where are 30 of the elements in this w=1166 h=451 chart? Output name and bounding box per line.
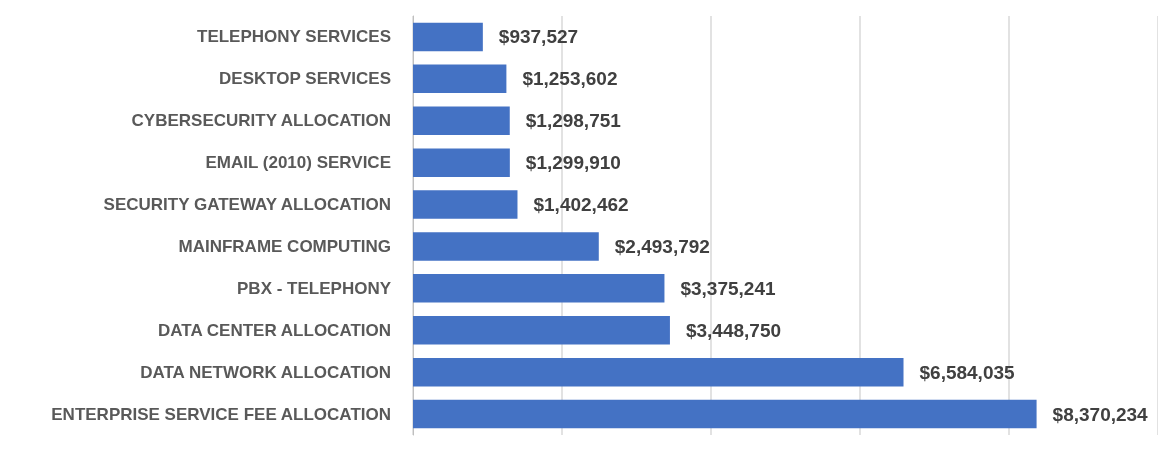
data-label: $1,299,910 bbox=[525, 152, 621, 174]
data-label: $1,253,602 bbox=[522, 68, 618, 90]
y-tick-label: DATA NETWORK ALLOCATION bbox=[140, 362, 391, 382]
data-label: $1,402,462 bbox=[533, 194, 629, 216]
y-tick-label: DATA CENTER ALLOCATION bbox=[158, 320, 391, 340]
data-label: $3,375,241 bbox=[680, 277, 776, 299]
y-tick-label: DESKTOP SERVICES bbox=[219, 69, 391, 89]
bar bbox=[413, 274, 665, 303]
data-label: $2,493,792 bbox=[614, 235, 710, 257]
y-tick-label: SECURITY GATEWAY ALLOCATION bbox=[103, 195, 391, 215]
y-tick-label: CYBERSECURITY ALLOCATION bbox=[131, 111, 391, 131]
bar bbox=[413, 399, 1037, 429]
data-label: $6,584,035 bbox=[919, 361, 1016, 383]
y-tick-label: EMAIL (2010) SERVICE bbox=[205, 153, 391, 173]
y-tick-label: TELEPHONY SERVICES bbox=[197, 27, 391, 47]
bar bbox=[413, 148, 510, 177]
data-label: $1,298,751 bbox=[525, 110, 622, 132]
y-tick-label: PBX - TELEPHONY bbox=[237, 278, 392, 298]
bar bbox=[413, 190, 518, 219]
bar bbox=[413, 64, 507, 94]
data-label: $8,370,234 bbox=[1052, 403, 1149, 425]
y-tick-label: MAINFRAME COMPUTING bbox=[178, 236, 391, 256]
bar bbox=[413, 232, 599, 261]
data-label: $937,527 bbox=[498, 26, 579, 48]
bar bbox=[413, 106, 510, 135]
bar bbox=[413, 316, 670, 345]
bar bbox=[413, 357, 904, 387]
bar bbox=[413, 22, 483, 52]
data-label: $3,448,750 bbox=[685, 319, 782, 341]
y-tick-label: ENTERPRISE SERVICE FEE ALLOCATION bbox=[51, 404, 391, 424]
